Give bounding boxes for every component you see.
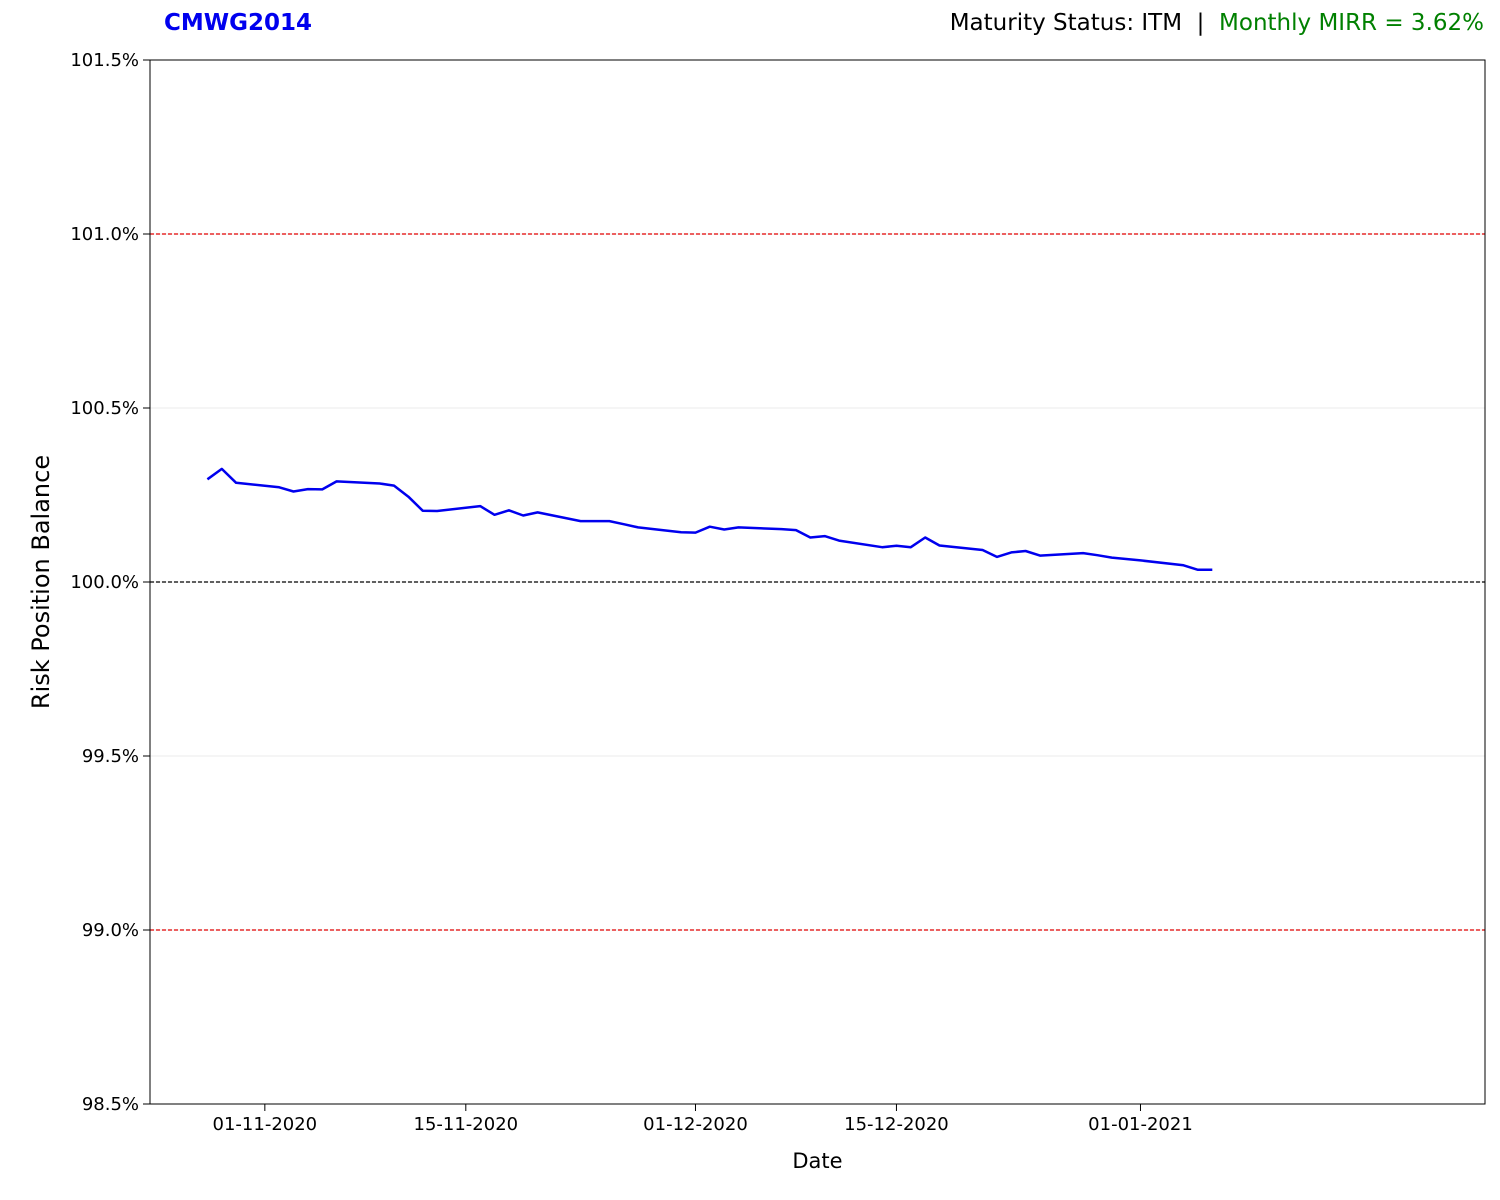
y-tick-label: 101.0% (70, 224, 139, 245)
instrument-code: CMWG2014 (164, 10, 313, 36)
status-line: Maturity Status: ITM | Monthly MIRR = 3.… (950, 10, 1484, 36)
y-axis-ticks: 98.5% 99.0% 99.5% 100.0% 100.5% 101.0% 101.5% (70, 50, 150, 1115)
x-tick-label: 01-01-2021 (1088, 1114, 1193, 1135)
y-tick-label: 99.5% (82, 746, 139, 767)
x-axis-label: Date (792, 1149, 842, 1173)
y-tick-label: 100.5% (70, 398, 139, 419)
maturity-status: Maturity Status: ITM | (949, 10, 1220, 36)
y-tick-label: 101.5% (70, 50, 139, 71)
monthly-mirr: Monthly MIRR = 3.62% (1219, 10, 1484, 36)
x-tick-label: 01-12-2020 (643, 1114, 748, 1135)
x-axis-ticks: 01-11-2020 15-11-2020 01-12-2020 15-12-2020… (213, 1104, 1193, 1135)
y-tick-label: 100.0% (70, 572, 139, 593)
series-line (206, 467, 1213, 572)
x-tick-label: 15-11-2020 (414, 1114, 519, 1135)
y-tick-label: 99.0% (82, 920, 139, 941)
y-tick-label: 98.5% (82, 1094, 139, 1115)
x-tick-label: 15-12-2020 (844, 1114, 949, 1135)
reference-lines (150, 233, 1485, 931)
series-layer (206, 467, 1213, 572)
x-tick-label: 01-11-2020 (213, 1114, 318, 1135)
y-axis-label: Risk Position Balance (27, 455, 55, 709)
